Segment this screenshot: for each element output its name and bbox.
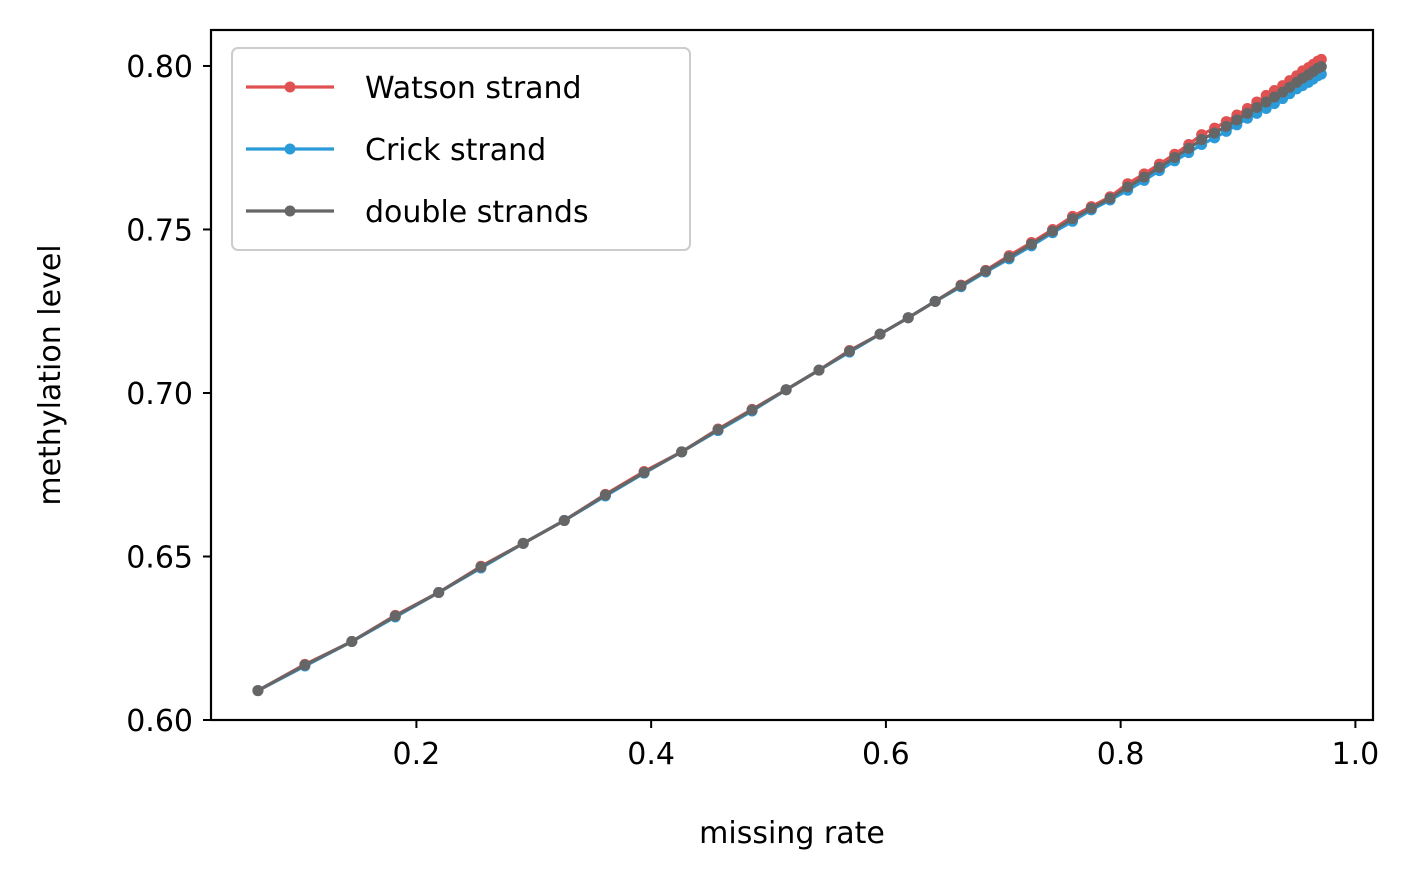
data-point <box>599 489 611 501</box>
data-point <box>475 561 487 573</box>
data-point <box>980 265 992 277</box>
legend-label: Watson strand <box>365 71 582 106</box>
data-point <box>1085 202 1097 214</box>
data-point <box>1003 251 1015 263</box>
data-point <box>1251 102 1263 114</box>
data-point <box>1220 120 1232 132</box>
series-layer <box>252 53 1327 697</box>
data-point <box>346 636 358 648</box>
data-point <box>1196 134 1208 146</box>
data-point <box>844 345 856 357</box>
data-point <box>433 586 445 598</box>
y-axis-label: methylation level <box>33 244 68 505</box>
y-tick-label: 0.70 <box>126 377 193 412</box>
data-point <box>517 537 529 549</box>
legend-item: double strands <box>246 195 589 230</box>
data-point <box>252 685 264 697</box>
x-tick-label: 1.0 <box>1332 737 1380 772</box>
data-point <box>299 659 311 671</box>
data-point <box>1209 127 1221 139</box>
data-point <box>1047 225 1059 237</box>
data-point <box>813 364 825 376</box>
y-tick-label: 0.80 <box>126 50 193 85</box>
x-tick-label: 0.2 <box>393 737 441 772</box>
legend-label: double strands <box>365 195 589 230</box>
data-point <box>1260 96 1272 108</box>
x-tick-label: 0.8 <box>1097 737 1145 772</box>
data-point <box>389 610 401 622</box>
legend-frame <box>231 47 691 251</box>
y-tick-label: 0.60 <box>126 704 193 739</box>
data-point <box>1138 171 1150 183</box>
y-tick-label: 0.65 <box>126 540 193 575</box>
x-tick-label: 0.4 <box>627 737 675 772</box>
series-double-strands <box>252 61 1327 697</box>
data-point <box>1122 181 1134 193</box>
y-tick-label: 0.75 <box>126 213 193 248</box>
data-point <box>746 404 758 416</box>
legend-item: Watson strand <box>246 71 582 106</box>
data-point <box>874 328 886 340</box>
legend: Watson strand Crick strand double strands <box>231 47 691 251</box>
data-point <box>780 384 792 396</box>
data-point <box>1231 114 1243 126</box>
x-axis-label: missing rate <box>699 816 885 851</box>
data-point <box>1241 107 1253 119</box>
legend-marker <box>284 143 296 155</box>
legend-item: Crick strand <box>246 133 546 168</box>
data-point <box>1153 161 1165 173</box>
legend-marker <box>284 205 296 217</box>
x-tick-label: 0.6 <box>862 737 910 772</box>
data-point <box>676 446 688 458</box>
data-point <box>638 466 650 478</box>
y-axis: 0.60 0.65 0.70 0.75 0.80 <box>126 50 211 739</box>
data-point <box>712 424 724 436</box>
data-point <box>1067 213 1079 225</box>
data-point <box>1315 61 1327 73</box>
data-point <box>955 280 967 292</box>
data-point <box>1169 152 1181 164</box>
data-point <box>1183 142 1195 154</box>
legend-label: Crick strand <box>365 133 546 168</box>
legend-marker <box>284 81 296 93</box>
data-point <box>929 295 941 307</box>
data-point <box>1104 192 1116 204</box>
data-point <box>1268 91 1280 103</box>
plot-frame <box>209 28 1375 722</box>
data-point <box>902 312 914 324</box>
x-axis: 0.2 0.4 0.6 0.8 1.0 <box>393 720 1380 772</box>
data-point <box>558 515 570 527</box>
data-point <box>1025 238 1037 250</box>
